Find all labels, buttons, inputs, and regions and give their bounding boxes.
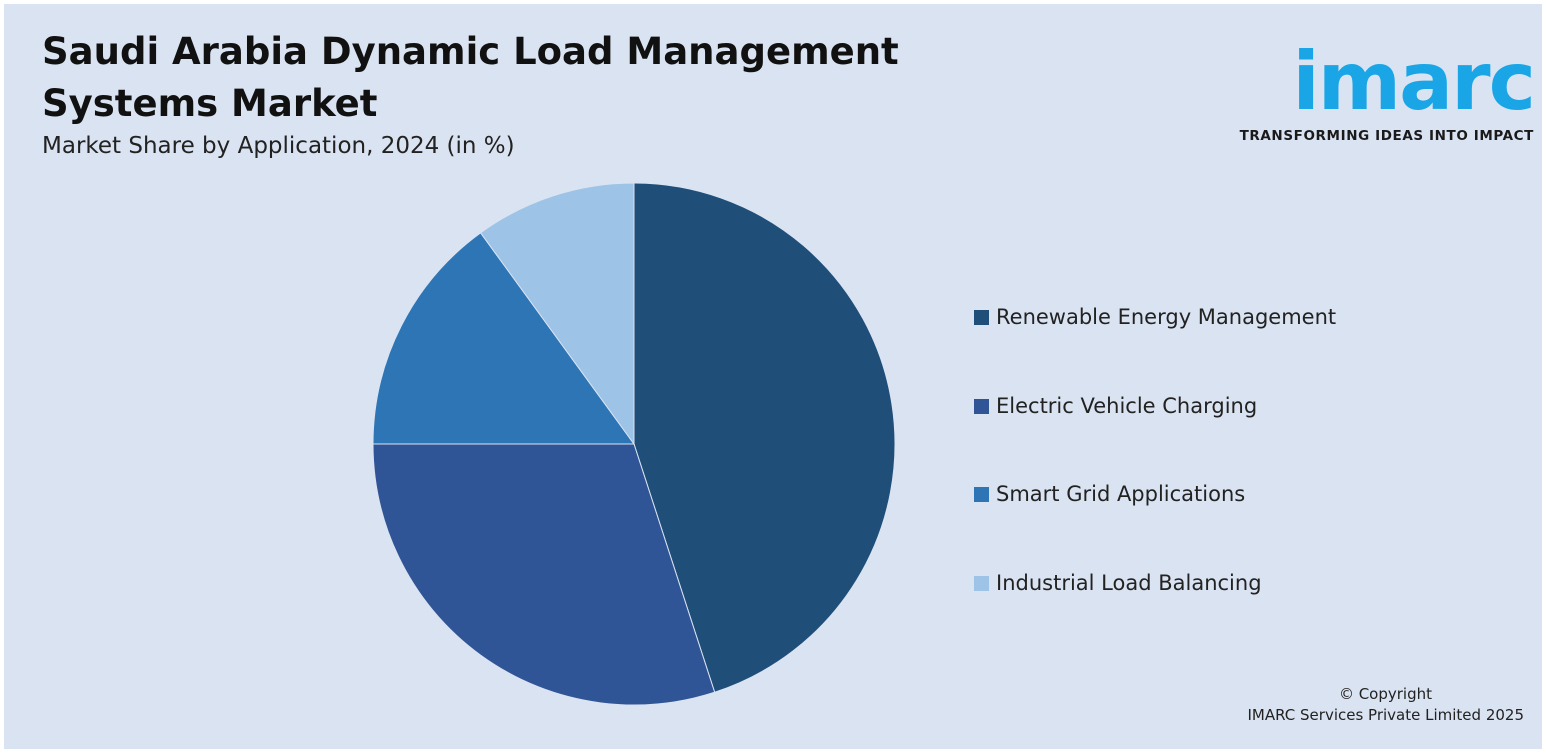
legend-swatch	[974, 486, 989, 502]
pie-slice-renewable-energy-management	[633, 182, 896, 693]
imarc-logo: imarc TRANSFORMING IDEAS INTO IMPACT	[1234, 22, 1536, 152]
chart-title: Saudi Arabia Dynamic Load Management Sys…	[42, 30, 899, 125]
pie-slice-electric-vehicle-charging	[372, 443, 716, 706]
legend-swatch	[974, 309, 989, 325]
pie-slice-smart-grid-applications	[372, 232, 635, 445]
legend-swatch	[974, 575, 989, 591]
logo-tagline: TRANSFORMING IDEAS INTO IMPACT	[1239, 128, 1534, 144]
chart-subtitle: Market Share by Application, 2024 (in %)	[42, 133, 515, 159]
chart-card: Saudi Arabia Dynamic Load Management Sys…	[4, 4, 1542, 749]
legend-item-industrial-load-balancing: Industrial Load Balancing	[974, 568, 1394, 598]
legend-label: Electric Vehicle Charging	[996, 394, 1258, 418]
copyright-line-2: IMARC Services Private Limited 2025	[1247, 706, 1524, 724]
pie-chart	[372, 182, 896, 706]
copyright-line-1: © Copyright	[1338, 685, 1432, 703]
pie-slice-industrial-load-balancing	[479, 182, 635, 446]
legend-label: Industrial Load Balancing	[996, 571, 1262, 595]
legend-label: Smart Grid Applications	[996, 482, 1246, 506]
legend-item-smart-grid-applications: Smart Grid Applications	[974, 479, 1394, 509]
legend-item-electric-vehicle-charging: Electric Vehicle Charging	[974, 391, 1394, 421]
legend-item-renewable-energy-management: Renewable Energy Management	[974, 302, 1394, 332]
legend-swatch	[974, 398, 989, 414]
logo-wordmark: imarc	[1292, 35, 1536, 128]
legend-label: Renewable Energy Management	[996, 305, 1337, 329]
copyright-notice: © Copyright IMARC Services Private Limit…	[1204, 684, 1524, 726]
